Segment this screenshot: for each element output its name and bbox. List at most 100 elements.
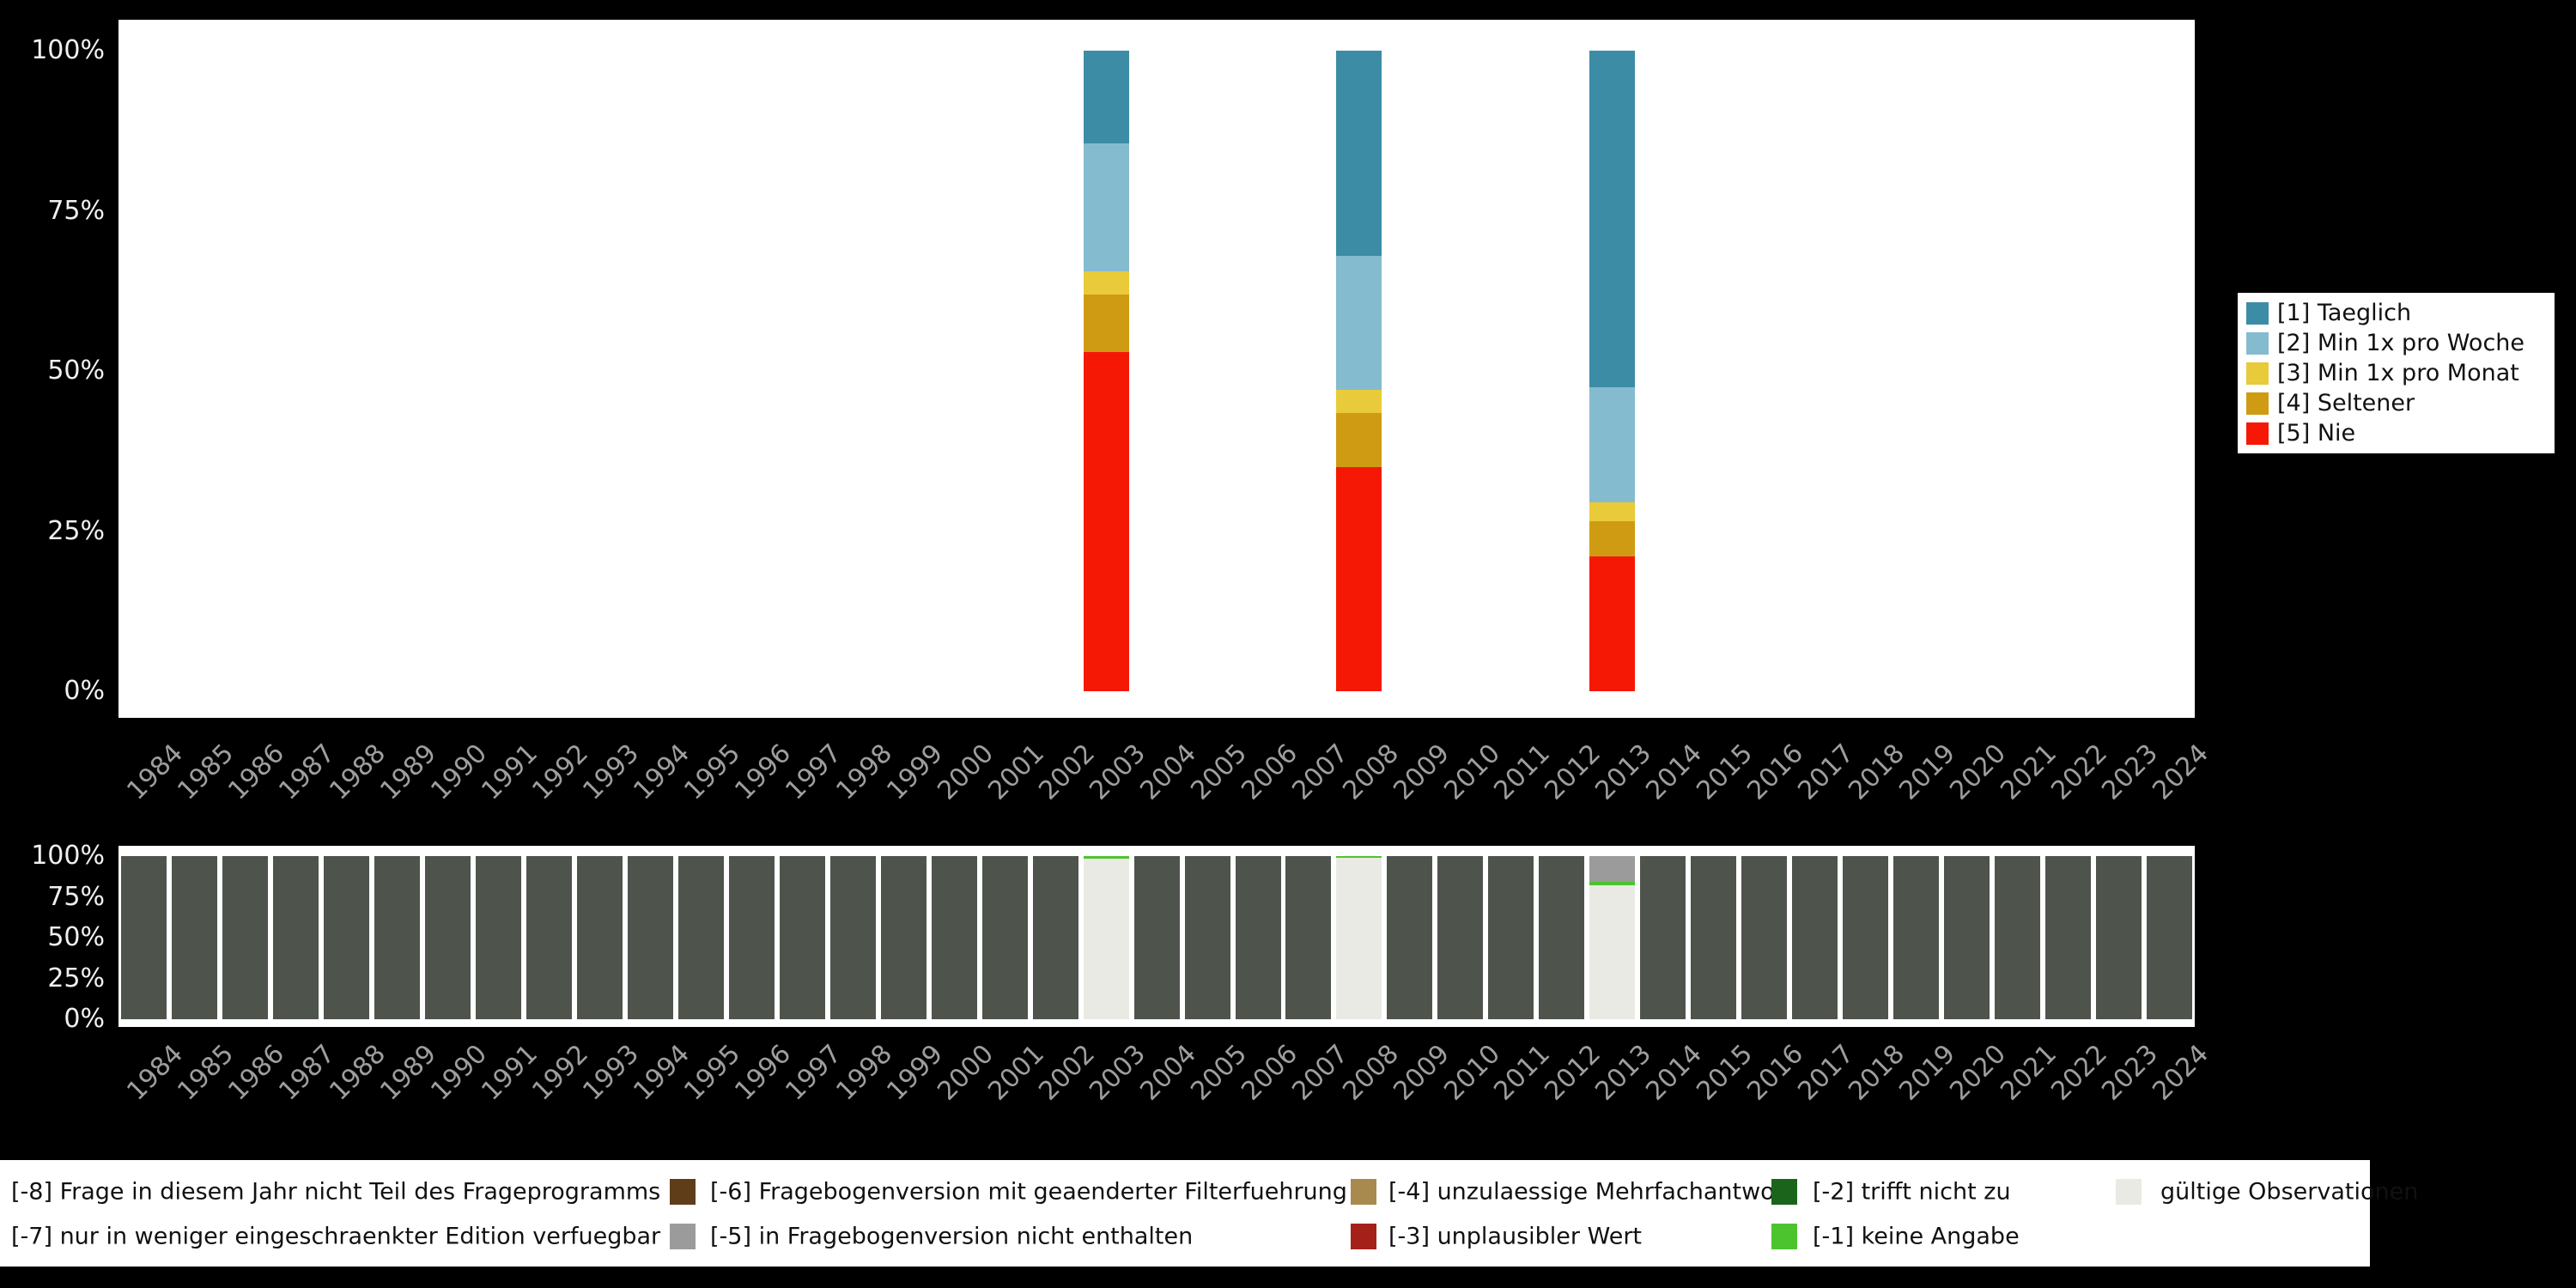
bar-segment [1387, 856, 1433, 1019]
legend-entry-label: [1] Taeglich [2277, 300, 2412, 326]
legend-color-swatch [1351, 1179, 1376, 1205]
x-axis-year-label: 1992 [526, 738, 594, 806]
x-axis-year-label: 1984 [121, 738, 190, 806]
legend-color-swatch [1771, 1179, 1797, 1205]
bar-segment [1336, 412, 1382, 467]
bar-segment [1843, 856, 1889, 1019]
legend-color-swatch [670, 1179, 696, 1205]
bar-segment [1995, 856, 2041, 1019]
x-axis-year-label: 1987 [273, 738, 342, 806]
x-axis-year-label: 1984 [121, 1038, 190, 1107]
bar-segment [272, 856, 319, 1019]
x-axis-year-label: 2010 [1437, 1038, 1506, 1107]
y-axis-tick-label: 75% [47, 195, 105, 226]
legend-color-swatch [2116, 1179, 2142, 1205]
y-axis-tick-label: 50% [47, 355, 105, 386]
x-axis-year-label: 2019 [1893, 738, 1962, 806]
x-axis-year-label: 2003 [1083, 1038, 1151, 1107]
y-axis-tick-label: 0% [64, 676, 105, 706]
bar-segment [1336, 51, 1382, 256]
legend-color-swatch [2246, 331, 2269, 355]
bar-segment [1691, 856, 1737, 1019]
bar-segment [1083, 271, 1129, 295]
x-axis-year-label: 2019 [1893, 1038, 1962, 1107]
bar-segment [1184, 856, 1230, 1019]
x-axis-year-label: 2013 [1589, 738, 1658, 806]
x-axis-year-label: 2002 [1032, 1038, 1101, 1107]
x-axis-year-label: 2000 [931, 738, 999, 806]
bar-segment [1539, 856, 1585, 1019]
legend-entry-label: [3] Min 1x pro Monat [2277, 360, 2519, 386]
x-axis-year-label: 1999 [880, 738, 949, 806]
legend-entry-label: [4] Seltener [2277, 390, 2415, 416]
bar-segment [627, 856, 673, 1019]
bar-segment [728, 856, 775, 1019]
x-axis-year-label: 2008 [1336, 738, 1405, 806]
bar-segment [1589, 856, 1636, 883]
x-axis-year-label: 1986 [222, 738, 291, 806]
legend-color-swatch [1771, 1224, 1797, 1249]
x-axis-year-label: 2018 [1843, 738, 1911, 806]
x-axis-year-label: 1996 [729, 738, 797, 806]
bar-segment [1893, 856, 1940, 1019]
x-axis-year-label: 1998 [829, 738, 898, 806]
x-axis-year-label: 1989 [374, 1038, 443, 1107]
bar-segment [1133, 856, 1180, 1019]
x-axis-year-label: 1997 [780, 1038, 848, 1107]
x-axis-year-label: 1987 [273, 1038, 342, 1107]
x-axis-year-label: 2004 [1133, 1038, 1202, 1107]
x-axis-year-label: 2010 [1437, 738, 1506, 806]
x-axis-year-label: 2001 [981, 1038, 1050, 1107]
x-axis-year-label: 1999 [880, 1038, 949, 1107]
x-axis-year-label: 1985 [172, 1038, 240, 1107]
x-axis-year-label: 1995 [678, 1038, 746, 1107]
x-axis-year-label: 2003 [1083, 738, 1151, 806]
legend-entry-label: [-7] nur in weniger eingeschraenkter Edi… [11, 1223, 661, 1250]
bar-segment [475, 856, 521, 1019]
bar-segment [1437, 856, 1484, 1019]
y-axis-tick-label: 0% [64, 1004, 105, 1034]
x-axis-year-label: 2018 [1843, 1038, 1911, 1107]
legend-entry: [4] Seltener [2246, 390, 2549, 416]
legend-entry: [3] Min 1x pro Monat [2246, 360, 2549, 386]
x-axis-year-label: 2015 [1691, 738, 1759, 806]
x-axis-year-label: 2015 [1691, 1038, 1759, 1107]
bar-segment [1336, 466, 1382, 691]
bar-segment [2045, 856, 2092, 1019]
frequency-plot-area [118, 20, 2195, 718]
bar-segment [121, 856, 167, 1019]
bar-segment [1336, 858, 1382, 1019]
bar-segment [1083, 143, 1129, 272]
bar-segment [880, 856, 927, 1019]
x-axis-year-label: 1994 [628, 1038, 696, 1107]
legend-color-swatch [2246, 301, 2269, 325]
bar-segment [576, 856, 623, 1019]
legend-color-swatch [2246, 422, 2269, 445]
bar-segment [1640, 856, 1686, 1019]
y-axis-tick-label: 50% [47, 922, 105, 952]
y-axis-tick-label: 100% [31, 841, 105, 871]
legend-entry-label: [-1] keine Angabe [1813, 1223, 2020, 1250]
legend-entry-label: [5] Nie [2277, 420, 2356, 447]
bar-segment [981, 856, 1028, 1019]
legend-entry: [5] Nie [2246, 420, 2549, 447]
x-axis-year-label: 1998 [829, 1038, 898, 1107]
x-axis-year-label: 2005 [1184, 738, 1253, 806]
bar-segment [779, 856, 825, 1019]
x-axis-year-label: 1990 [425, 738, 493, 806]
x-axis-year-label: 1990 [425, 1038, 493, 1107]
x-axis-year-label: 2006 [1235, 738, 1303, 806]
x-axis-year-label: 1989 [374, 738, 443, 806]
x-axis-year-label: 2009 [1387, 738, 1455, 806]
x-axis-year-label: 2009 [1387, 1038, 1455, 1107]
x-axis-year-label: 1991 [476, 738, 544, 806]
legend-entry-label: gültige Observationen [2160, 1178, 2419, 1206]
x-axis-year-label: 1995 [678, 738, 746, 806]
legend-entry-label: [-3] unplausibler Wert [1388, 1223, 1643, 1250]
x-axis-year-label: 1991 [476, 1038, 544, 1107]
bar-segment [1944, 856, 1990, 1019]
bar-segment [1589, 882, 1636, 886]
x-axis-year-label: 2020 [1944, 738, 2013, 806]
x-axis-year-label: 2016 [1741, 738, 1810, 806]
